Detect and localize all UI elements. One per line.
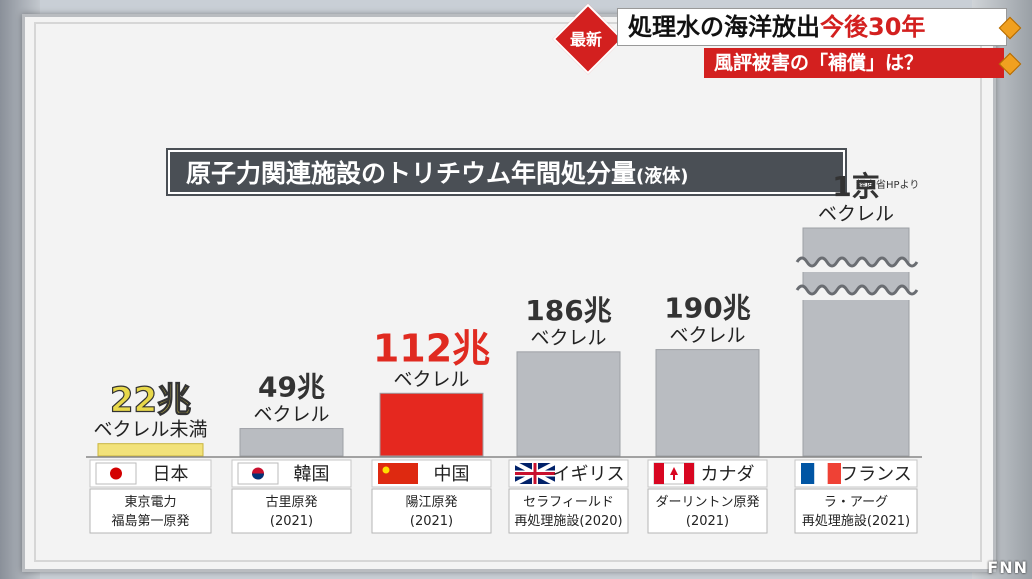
value-label-0: 22兆	[110, 381, 191, 421]
flag-uk-cross-red	[515, 463, 555, 484]
facility-label-3-1: 再処理施設(2020)	[514, 513, 622, 529]
facility-label-0-0: 東京電力	[124, 494, 176, 510]
bar-1	[239, 428, 344, 457]
facility-box-2	[371, 488, 492, 534]
flag-japan-disc	[110, 467, 122, 480]
facility-box-4	[647, 488, 768, 534]
flag-canada-left	[654, 463, 664, 484]
flag-canada-right	[684, 463, 694, 484]
source-note: 経産省HPより	[856, 180, 920, 191]
country-name-0: 日本	[153, 464, 189, 485]
country-name-2: 中国	[434, 464, 470, 485]
country-name-4: カナダ	[701, 464, 755, 485]
chart-title-suffix: (液体)	[636, 166, 689, 187]
value-sublabel-4: ベクレル	[669, 325, 745, 347]
facility-label-2-0: 陽江原発	[405, 495, 457, 510]
axis-break-wave-0	[795, 256, 919, 268]
facility-label-0-1: 福島第一原発	[111, 514, 189, 529]
value-sublabel-3: ベクレル	[530, 327, 606, 349]
chart-title-main: 原子力関連施設のトリチウム年間処分量	[186, 159, 637, 188]
axis-break-gap-1	[797, 286, 917, 300]
facility-label-2-1: (2021)	[410, 514, 453, 529]
axis-break-wave-1	[795, 284, 919, 296]
bar-2	[379, 392, 484, 457]
country-name-5: フランス	[840, 464, 912, 485]
board-inner-frame	[34, 22, 982, 562]
latest-badge: 最新	[552, 3, 624, 75]
value-label-1: 49兆	[258, 371, 325, 404]
value-label-3: 186兆	[525, 294, 611, 327]
value-sublabel-1: ベクレル	[253, 404, 329, 426]
flag-france-white	[814, 463, 828, 484]
flag-france-icon	[801, 463, 815, 484]
network-logo: FNN	[987, 558, 1028, 577]
country-name-3: イギリス	[553, 464, 625, 485]
value-sublabel-2: ベクレル	[393, 368, 469, 390]
facility-box-3	[508, 488, 629, 534]
facility-box-0	[89, 488, 212, 534]
value-sublabel-5: ベクレル	[818, 203, 894, 225]
flag-korea-disc-blue	[252, 473, 264, 480]
bar-3	[516, 351, 621, 457]
flag-china-star	[382, 466, 390, 474]
value-label-2: 112兆	[373, 326, 490, 370]
flag-canada-leaf	[670, 467, 678, 480]
facility-box-1	[231, 488, 352, 534]
country-name-1: 韓国	[294, 464, 330, 485]
flag-china-icon	[378, 463, 418, 484]
value-label-5: 1京	[832, 170, 879, 203]
axis-break-gap-0	[797, 258, 917, 272]
flag-france-red	[827, 463, 841, 484]
bar-4	[655, 349, 760, 457]
facility-label-1-0: 古里原発	[265, 495, 317, 510]
facility-box-5	[794, 488, 918, 534]
news-subline: 風評被害の「補償」は？	[704, 48, 1004, 78]
facility-label-4-1: (2021)	[686, 514, 729, 529]
badge-text: 最新	[569, 30, 602, 49]
facility-label-3-0: セラフィールド	[523, 495, 614, 510]
facility-label-1-1: (2021)	[270, 514, 313, 529]
facility-label-5-0: ラ・アーグ	[824, 495, 888, 510]
bar-0	[97, 443, 204, 457]
facility-label-4-0: ダーリントン原発	[655, 495, 759, 510]
chart-title: 原子力関連施設のトリチウム年間処分量(液体)	[168, 150, 845, 194]
value-sublabel-0: ベクレル未満	[93, 419, 207, 441]
news-headline: 処理水の海洋放出今後30年	[617, 8, 1007, 46]
headline-main: 処理水の海洋放出	[628, 13, 820, 41]
facility-label-5-1: 再処理施設(2021)	[802, 513, 910, 529]
value-label-4: 190兆	[664, 292, 750, 325]
headline-highlight: 今後30年	[820, 13, 926, 41]
